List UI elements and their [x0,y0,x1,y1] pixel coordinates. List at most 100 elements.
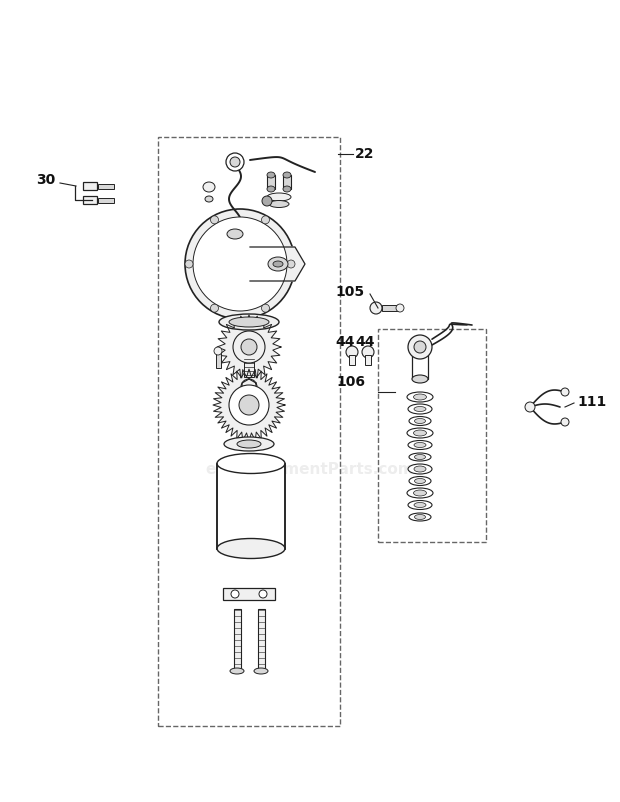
Bar [349,355,355,365]
Bar [283,175,291,189]
Ellipse shape [408,464,432,474]
Circle shape [362,346,374,358]
Polygon shape [217,315,281,379]
Ellipse shape [414,490,427,496]
Bar [83,182,97,190]
Circle shape [185,260,193,268]
Circle shape [230,157,240,167]
Ellipse shape [414,466,426,472]
Text: eReplacementParts.com: eReplacementParts.com [206,462,414,476]
Circle shape [370,302,382,314]
Circle shape [211,304,218,312]
Bar [412,351,428,379]
Bar [158,137,340,726]
Circle shape [211,216,218,224]
Ellipse shape [414,443,426,448]
Ellipse shape [414,503,426,508]
Text: 105: 105 [336,285,365,299]
Circle shape [396,304,404,312]
Ellipse shape [409,416,431,426]
Ellipse shape [262,196,272,206]
Circle shape [259,590,267,598]
Ellipse shape [230,668,244,674]
Ellipse shape [409,476,431,485]
Circle shape [214,347,222,355]
Bar [365,355,371,365]
Bar [244,357,254,377]
Text: 44: 44 [335,335,355,349]
Bar [257,609,265,671]
Bar [216,352,221,368]
Ellipse shape [237,440,261,448]
Circle shape [408,335,432,359]
Ellipse shape [414,407,426,411]
Ellipse shape [217,453,285,473]
Circle shape [229,385,269,425]
Ellipse shape [412,375,428,383]
Circle shape [239,395,259,415]
Ellipse shape [273,261,283,267]
Ellipse shape [217,538,285,558]
Ellipse shape [414,394,427,400]
Ellipse shape [412,347,428,355]
Ellipse shape [407,488,433,498]
Ellipse shape [268,257,288,271]
Circle shape [561,388,569,396]
Circle shape [525,402,535,412]
Ellipse shape [283,172,291,178]
Ellipse shape [224,437,274,451]
Circle shape [231,590,239,598]
Circle shape [241,339,257,355]
Polygon shape [213,369,285,441]
Circle shape [185,209,295,319]
Ellipse shape [408,440,432,449]
Circle shape [226,153,244,171]
Ellipse shape [203,182,215,192]
Circle shape [346,346,358,358]
Text: 106: 106 [336,375,365,389]
Bar [234,609,241,671]
Bar [267,175,275,189]
Ellipse shape [407,428,433,438]
Ellipse shape [415,515,425,520]
Bar [224,227,246,241]
Ellipse shape [408,500,432,509]
Bar [378,329,486,542]
Ellipse shape [407,392,433,402]
Ellipse shape [415,479,425,484]
Circle shape [262,304,270,312]
Ellipse shape [408,404,432,414]
Bar [98,197,114,202]
Ellipse shape [219,314,279,330]
Bar [382,305,398,311]
Bar [223,588,275,600]
Circle shape [414,341,426,353]
Circle shape [193,217,287,311]
Ellipse shape [283,186,291,192]
Bar [98,184,114,188]
Text: 22: 22 [355,147,374,161]
Bar [217,464,285,549]
Ellipse shape [227,229,243,239]
Ellipse shape [269,200,289,208]
Text: 111: 111 [577,395,606,409]
Bar [83,196,97,204]
Ellipse shape [415,455,425,460]
Ellipse shape [267,186,275,192]
Ellipse shape [229,317,269,327]
Ellipse shape [409,453,431,461]
Circle shape [287,260,295,268]
Text: 30: 30 [36,173,55,187]
Circle shape [561,418,569,426]
Text: 44: 44 [355,335,374,349]
Ellipse shape [414,430,427,436]
Circle shape [262,216,270,224]
Circle shape [233,331,265,363]
Ellipse shape [254,668,268,674]
Ellipse shape [415,419,425,423]
Ellipse shape [205,196,213,202]
Circle shape [241,379,257,395]
Ellipse shape [267,193,291,201]
Ellipse shape [409,513,431,521]
Polygon shape [250,247,305,281]
